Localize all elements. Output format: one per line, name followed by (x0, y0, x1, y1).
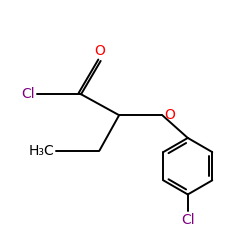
Text: O: O (94, 44, 105, 58)
Text: Cl: Cl (181, 213, 194, 227)
Text: O: O (164, 108, 175, 122)
Text: H₃C: H₃C (28, 144, 54, 158)
Text: Cl: Cl (21, 86, 35, 101)
